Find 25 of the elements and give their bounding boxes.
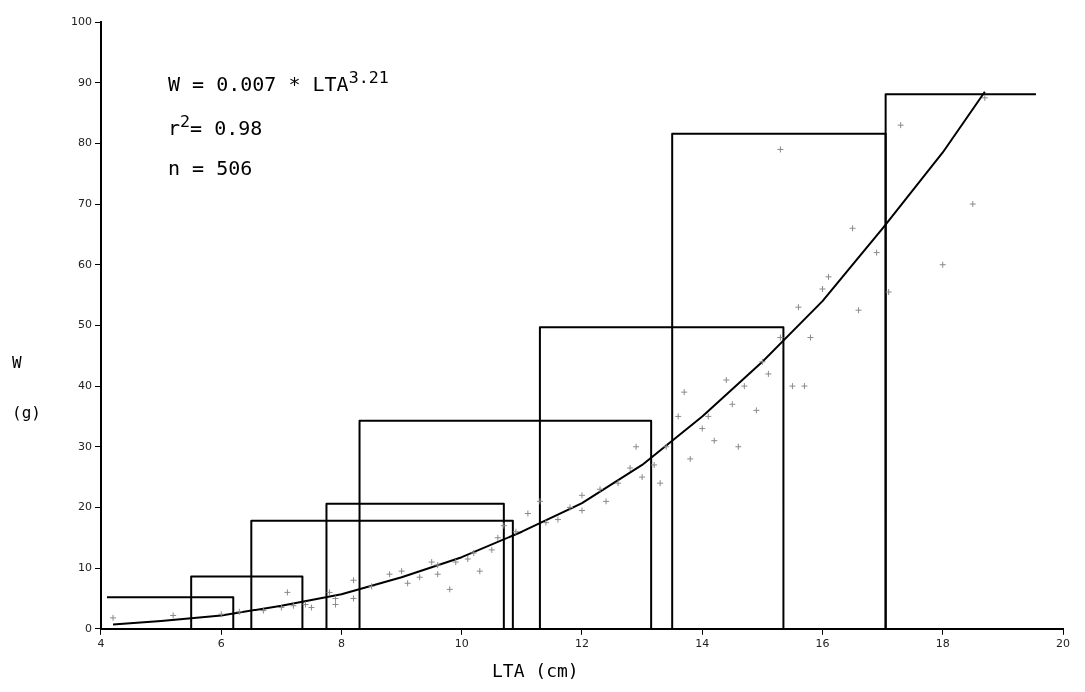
y-tick-label: 60 [78, 257, 92, 271]
x-tick-label: 6 [217, 637, 225, 651]
x-tick-label: 4 [97, 637, 105, 651]
y-tick-label: 80 [78, 136, 92, 150]
x-tick-label: 14 [695, 637, 710, 651]
x-tick-label: 10 [454, 637, 469, 651]
y-tick-label: 10 [78, 560, 92, 574]
annotation: n = 506 [168, 156, 253, 180]
y-tick-label: 70 [78, 196, 92, 210]
y-tick-label: 20 [78, 500, 92, 514]
annotation: W = 0.007 * LTA$^{3.21}$ [168, 68, 389, 96]
x-tick-label: 8 [338, 637, 345, 651]
x-tick-label: 20 [1056, 637, 1070, 651]
y-tick-label: 100 [71, 14, 92, 28]
x-tick-label: 18 [935, 637, 950, 651]
x-tick-label: 16 [815, 637, 830, 651]
y-tick-label: 40 [78, 378, 92, 392]
text: W (g) [12, 353, 41, 422]
x-tick-label: 12 [575, 637, 589, 651]
y-tick-label: 90 [78, 75, 92, 89]
y-tick-label: 50 [78, 318, 92, 332]
y-tick-label: 0 [85, 621, 92, 635]
y-tick-label: 30 [78, 439, 92, 453]
annotation: r$^{2}$= 0.98 [168, 112, 263, 140]
x-axis-title: LTA (cm) [488, 660, 583, 681]
